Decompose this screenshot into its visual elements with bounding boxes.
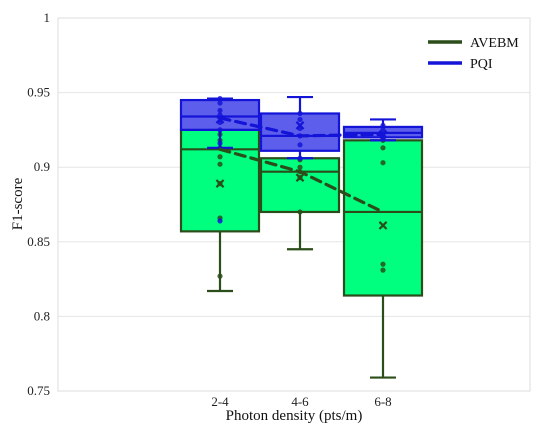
data-point: [380, 160, 386, 166]
axes: [57, 17, 531, 392]
box-pqi-4-6: [259, 95, 341, 161]
series-pqi-boxes: [179, 95, 424, 224]
data-point: [217, 273, 223, 279]
data-point: [297, 209, 303, 215]
data-point: [297, 155, 303, 161]
data-point: [217, 218, 223, 224]
mean-trend-lines: [218, 116, 385, 214]
data-point: [217, 140, 223, 146]
x-axis-label: Photon density (pts/m): [226, 408, 363, 424]
y-tick-label: 1: [44, 10, 51, 25]
mean-marker-stroke: [215, 179, 225, 188]
mean-marker: [378, 221, 388, 230]
box-groups: [179, 95, 424, 379]
mean-marker: [295, 173, 305, 183]
trend-line-pqi: [218, 116, 385, 138]
mean-marker-stroke: [295, 121, 305, 130]
y-tick-label: 0.9: [34, 159, 50, 174]
y-tick-label: 0.85: [27, 234, 50, 249]
y-tick-label: 0.8: [34, 308, 50, 323]
data-point: [217, 95, 223, 102]
data-point: [217, 161, 223, 167]
legend-label-avebm: AVEBM: [470, 36, 519, 51]
mean-marker: [295, 121, 305, 130]
mean-marker-stroke: [295, 173, 305, 183]
data-point: [297, 164, 303, 170]
legend-label-pqi: PQI: [470, 57, 493, 72]
box-avebm-2-4: [179, 128, 261, 293]
x-tick-labels: 2-4 4-6 6-8: [211, 394, 391, 409]
data-point: [380, 261, 386, 267]
plot-area-frame: [57, 17, 531, 392]
legend: AVEBM PQI: [428, 36, 519, 72]
data-point: [380, 267, 386, 273]
data-point: [297, 142, 303, 148]
data-point: [297, 110, 303, 117]
series-avebm-boxes: [179, 128, 424, 379]
data-point: [217, 100, 223, 106]
y-tick-label: 0.75: [27, 383, 50, 398]
y-axis-label: F1-score: [10, 177, 26, 230]
data-point: [380, 122, 386, 129]
data-point: [217, 112, 223, 118]
mean-marker-stroke: [378, 221, 388, 230]
trend-line-avebm: [218, 147, 385, 214]
y-tick-label: 0.95: [27, 85, 50, 100]
data-point: [380, 145, 386, 151]
mean-marker: [215, 179, 225, 188]
data-point: [380, 136, 386, 142]
y-tick-labels: 0.75 0.8 0.85 0.9 0.95 1: [27, 10, 50, 398]
x-tick-label: 2-4: [211, 394, 229, 409]
box-pqi-6-8: [342, 118, 424, 142]
data-point: [297, 116, 303, 123]
data-point: [217, 107, 223, 114]
data-point: [217, 154, 223, 160]
box-avebm-6-8: [342, 137, 424, 379]
x-tick-label: 6-8: [374, 394, 391, 409]
data-point: [380, 127, 386, 133]
data-point: [217, 127, 223, 133]
x-tick-label: 4-6: [291, 394, 309, 409]
